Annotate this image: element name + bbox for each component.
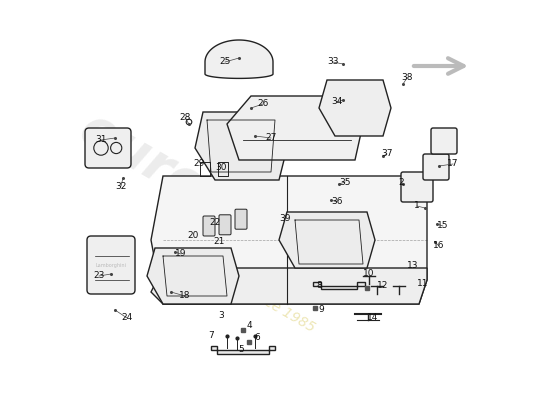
FancyBboxPatch shape [219,215,231,235]
Text: 30: 30 [215,164,227,172]
Text: 26: 26 [257,100,269,108]
Text: 38: 38 [402,74,412,82]
Text: 12: 12 [377,282,389,290]
Text: 27: 27 [265,134,277,142]
Text: 19: 19 [175,250,187,258]
Polygon shape [227,96,363,160]
Polygon shape [319,80,391,136]
FancyBboxPatch shape [235,209,247,229]
Text: 7: 7 [208,332,214,340]
Text: 2: 2 [398,178,404,186]
Polygon shape [205,40,273,78]
FancyBboxPatch shape [87,236,135,294]
Text: 28: 28 [179,114,191,122]
Text: 22: 22 [210,218,221,226]
FancyBboxPatch shape [203,216,215,236]
Polygon shape [211,346,275,354]
FancyBboxPatch shape [431,128,457,154]
Text: 17: 17 [447,160,459,168]
FancyBboxPatch shape [401,172,433,202]
Polygon shape [279,212,375,268]
Text: 36: 36 [331,198,343,206]
Text: 23: 23 [94,272,104,280]
Text: 13: 13 [407,262,419,270]
Text: 34: 34 [331,98,343,106]
Text: 4: 4 [246,322,252,330]
Text: 6: 6 [254,334,260,342]
Text: 32: 32 [116,182,127,190]
Text: 35: 35 [339,178,351,186]
Text: 29: 29 [193,160,205,168]
Text: Lamborghini: Lamborghini [96,264,126,268]
Text: 14: 14 [367,314,379,322]
Text: 31: 31 [95,136,107,144]
Text: 9: 9 [318,306,324,314]
Text: 18: 18 [179,292,191,300]
Polygon shape [151,268,427,304]
Polygon shape [151,176,427,304]
Text: 16: 16 [433,242,445,250]
Polygon shape [313,282,365,289]
Text: 3: 3 [218,312,224,320]
Text: 20: 20 [188,232,199,240]
Text: 21: 21 [213,238,225,246]
Text: 5: 5 [238,346,244,354]
Text: 37: 37 [381,150,393,158]
Polygon shape [195,112,287,180]
Text: 39: 39 [279,214,291,222]
Text: 10: 10 [363,270,375,278]
Text: 25: 25 [219,58,230,66]
Text: 33: 33 [327,58,339,66]
Polygon shape [147,248,239,304]
Text: 24: 24 [122,314,133,322]
Text: 11: 11 [417,280,429,288]
Text: 1: 1 [414,202,420,210]
Text: 8: 8 [316,282,322,290]
Text: 15: 15 [437,222,449,230]
FancyBboxPatch shape [85,128,131,168]
Text: a passion since 1985: a passion since 1985 [184,250,318,334]
FancyBboxPatch shape [423,154,449,180]
Text: eurospares: eurospares [70,102,384,314]
